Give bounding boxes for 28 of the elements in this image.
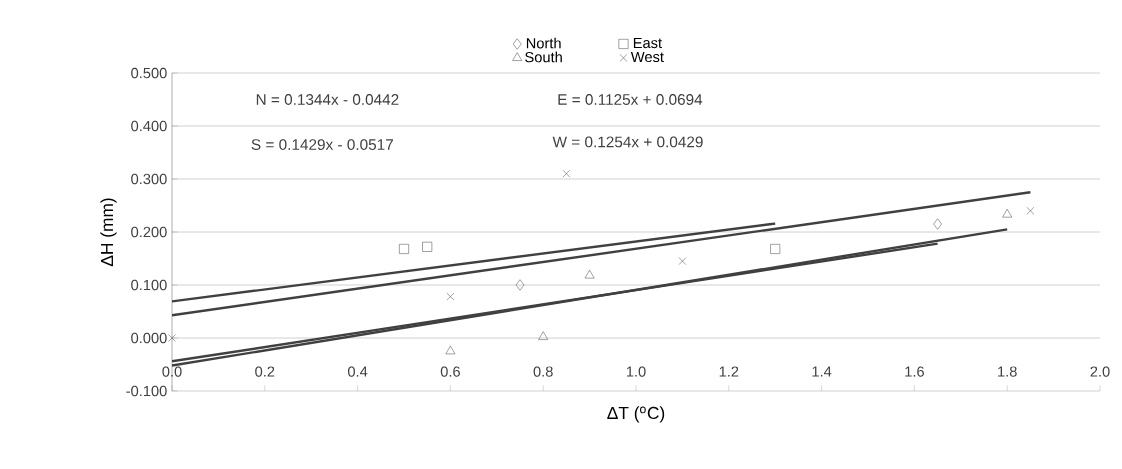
y-tick-label: -0.100 bbox=[126, 385, 167, 397]
annotation: S = 0.1429x - 0.0517 bbox=[251, 139, 393, 150]
annotation: E = 0.1125x + 0.0694 bbox=[558, 94, 703, 105]
annotation: N = 0.1344x - 0.0442 bbox=[256, 94, 399, 105]
y-tick-label: 0.300 bbox=[131, 173, 167, 185]
y-axis-title: ΔH (mm) bbox=[100, 198, 117, 267]
x-tick-label: 1.8 bbox=[998, 366, 1017, 377]
x-tick-label: 0.2 bbox=[255, 366, 275, 377]
x-axis-title: ΔT ($^{o}$C) bbox=[607, 406, 665, 423]
x-tick-label: 1.0 bbox=[626, 366, 646, 377]
x-tick-label: 1.2 bbox=[719, 366, 739, 377]
x-tick-label: 0.0 bbox=[162, 366, 182, 377]
x-tick-label: 0.4 bbox=[347, 366, 368, 377]
x-tick-label: 1.6 bbox=[905, 366, 924, 377]
legend-label: East bbox=[633, 37, 662, 49]
legend-label: West bbox=[630, 51, 664, 63]
legend-label: South bbox=[525, 51, 562, 63]
x-tick-label: 1.4 bbox=[812, 366, 832, 377]
annotation: W = 0.1254x + 0.0429 bbox=[552, 136, 703, 148]
y-tick-label: 0.200 bbox=[131, 226, 167, 238]
x-tick-label: 2.0 bbox=[1090, 366, 1110, 377]
legend-label: North bbox=[526, 37, 561, 49]
y-tick-label: 0.400 bbox=[131, 120, 167, 132]
x-tick-label: 0.6 bbox=[440, 366, 460, 377]
y-tick-label: 0.500 bbox=[131, 67, 167, 79]
x-tick-label: 0.8 bbox=[533, 366, 553, 377]
y-tick-label: 0.100 bbox=[131, 279, 167, 291]
y-tick-label: 0.000 bbox=[131, 332, 167, 344]
